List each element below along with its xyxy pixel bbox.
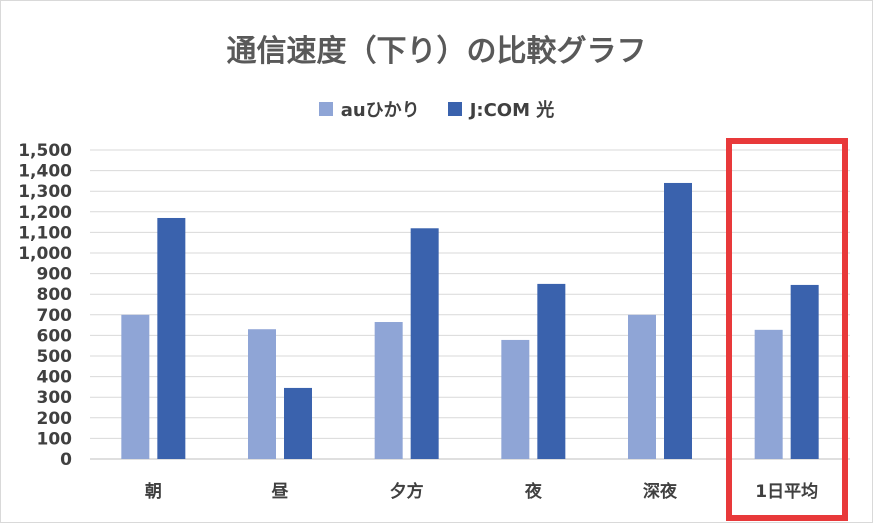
- bar-au-3: [501, 339, 530, 459]
- bar-jcom-0: [157, 217, 186, 459]
- y-tick-label: 1,200: [18, 203, 72, 223]
- bar-au-2: [374, 322, 403, 459]
- y-tick-label: 200: [37, 409, 73, 429]
- y-tick-label: 300: [37, 388, 73, 408]
- x-category-label: 深夜: [643, 481, 678, 502]
- x-category-label: 夜: [524, 481, 543, 502]
- y-tick-label: 1,100: [18, 223, 72, 243]
- x-category-label: 夕方: [390, 481, 424, 502]
- y-tick-label: 900: [37, 265, 73, 285]
- legend-item-jcom: J:COM 光: [447, 96, 555, 122]
- legend-label-au: auひかり: [340, 100, 420, 121]
- legend: auひかり J:COM 光: [0, 96, 873, 122]
- legend-item-au: auひかり: [318, 96, 420, 122]
- bar-jcom-4: [664, 182, 692, 459]
- bar-jcom-3: [537, 283, 566, 459]
- y-tick-label: 600: [37, 326, 73, 346]
- bar-jcom-1: [284, 387, 312, 459]
- legend-swatch-jcom: [447, 102, 462, 116]
- y-tick-label: 400: [37, 368, 73, 388]
- x-category-label: 朝: [145, 481, 162, 502]
- bar-au-1: [248, 329, 276, 459]
- y-tick-label: 1,400: [18, 162, 72, 182]
- x-category-label: 1日平均: [755, 481, 818, 502]
- y-tick-label: 800: [37, 285, 73, 305]
- y-tick-label: 700: [37, 306, 73, 326]
- bar-au-0: [121, 314, 150, 459]
- y-tick-label: 1,000: [18, 244, 72, 264]
- legend-swatch-au: [318, 102, 333, 116]
- x-category-label: 昼: [272, 482, 289, 502]
- bar-jcom-2: [410, 228, 439, 459]
- bar-au-4: [628, 314, 656, 459]
- y-tick-label: 100: [37, 429, 73, 449]
- y-tick-label: 500: [37, 347, 73, 367]
- chart-title: 通信速度（下り）の比較グラフ: [226, 34, 647, 69]
- y-tick-label: 1,300: [18, 182, 72, 202]
- bar-jcom-5: [790, 284, 819, 459]
- legend-label-jcom: J:COM 光: [469, 100, 555, 121]
- y-tick-label: 0: [60, 450, 72, 470]
- bar-au-5: [754, 329, 783, 459]
- y-tick-label: 1,500: [18, 141, 72, 161]
